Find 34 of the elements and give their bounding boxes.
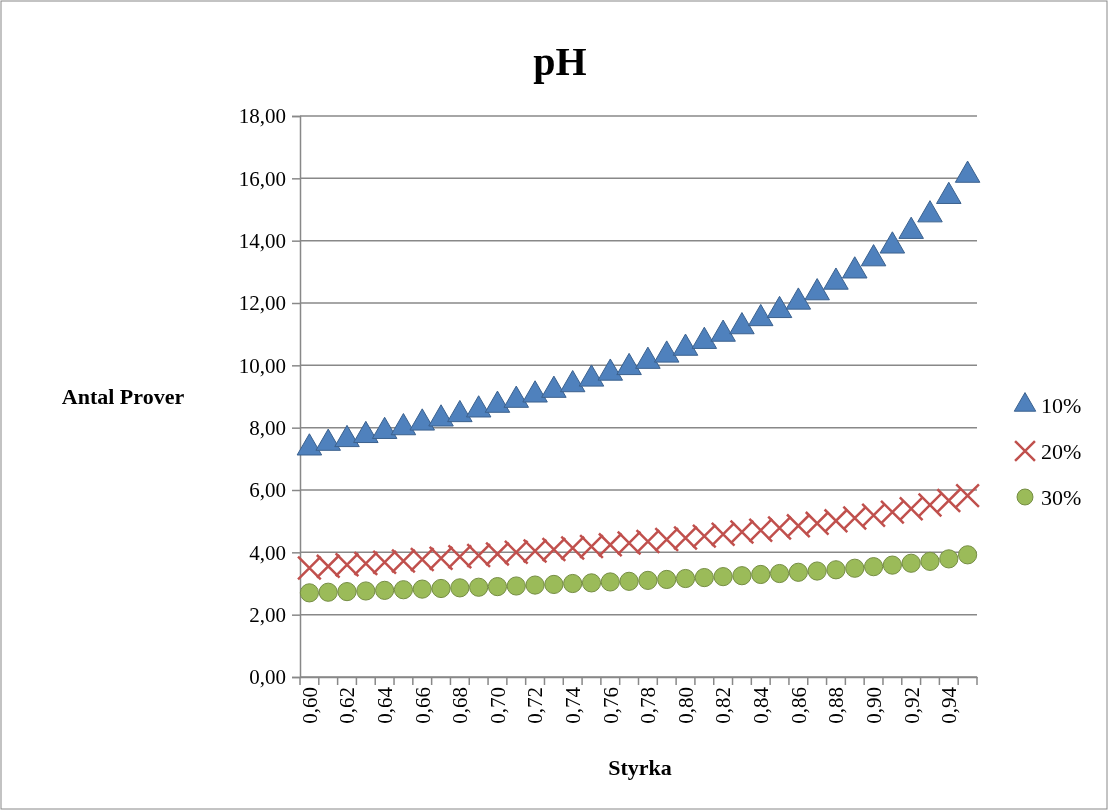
y-tick-label: 18,00 bbox=[238, 104, 286, 129]
chart-title: pH bbox=[533, 39, 587, 84]
legend-label: 30% bbox=[1041, 485, 1082, 510]
legend-label: 10% bbox=[1041, 393, 1082, 418]
legend-label: 20% bbox=[1041, 439, 1082, 464]
y-axis-title: Antal Prover bbox=[61, 384, 185, 409]
x-tick-label: 0,74 bbox=[561, 686, 586, 724]
y-tick-label: 0,00 bbox=[249, 665, 286, 690]
x-tick-label: 0,80 bbox=[673, 687, 698, 724]
x-tick-label: 0,60 bbox=[297, 687, 322, 724]
y-tick-label: 10,00 bbox=[238, 353, 286, 378]
x-tick-label: 0,66 bbox=[410, 687, 435, 724]
x-tick-label: 0,82 bbox=[711, 687, 736, 724]
y-tick-label: 12,00 bbox=[238, 291, 286, 316]
x-tick-label: 0,86 bbox=[786, 687, 811, 724]
x-tick-label: 0,76 bbox=[598, 687, 623, 724]
x-tick-label: 0,88 bbox=[824, 687, 849, 724]
x-tick-label: 0,78 bbox=[636, 687, 661, 724]
x-tick-label: 0,90 bbox=[861, 687, 886, 724]
y-tick-label: 14,00 bbox=[238, 228, 286, 253]
y-tick-label: 8,00 bbox=[249, 415, 286, 440]
y-tick-label: 16,00 bbox=[238, 166, 286, 191]
y-tick-label: 2,00 bbox=[249, 602, 286, 627]
x-tick-label: 0,72 bbox=[523, 687, 548, 724]
x-tick-label: 0,92 bbox=[899, 687, 924, 724]
x-tick-label: 0,84 bbox=[749, 686, 774, 724]
x-axis-title: Styrka bbox=[608, 755, 672, 780]
x-tick-label: 0,94 bbox=[937, 686, 962, 724]
x-tick-label: 0,64 bbox=[372, 686, 397, 724]
x-tick-label: 0,62 bbox=[335, 687, 360, 724]
x-tick-label: 0,70 bbox=[485, 687, 510, 724]
y-tick-label: 4,00 bbox=[249, 540, 286, 565]
x-tick-label: 0,68 bbox=[448, 687, 473, 724]
y-tick-label: 6,00 bbox=[249, 478, 286, 503]
